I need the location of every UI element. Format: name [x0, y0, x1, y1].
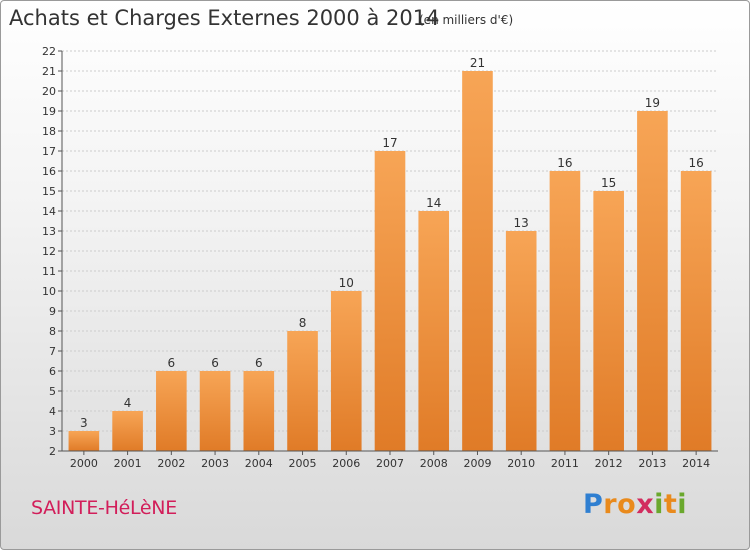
y-tick-label: 21	[42, 65, 56, 78]
x-tick-label: 2003	[201, 457, 229, 470]
x-tick-label: 2009	[463, 457, 491, 470]
data-label: 10	[339, 276, 354, 290]
y-tick-label: 18	[42, 125, 56, 138]
data-label: 21	[470, 56, 485, 70]
data-label: 8	[299, 316, 307, 330]
chart-title: Achats et Charges Externes 2000 à 2014	[9, 6, 440, 30]
bar	[287, 331, 318, 451]
data-label: 6	[255, 356, 263, 370]
x-tick-label: 2010	[507, 457, 535, 470]
logo-letter: i	[654, 489, 664, 520]
y-tick-label: 6	[49, 365, 56, 378]
bars: 3 4 6 6 6 8 10 17 14 21 13 16 15 19 16	[68, 56, 712, 451]
y-tick-label: 10	[42, 285, 56, 298]
y-tick-label: 19	[42, 105, 56, 118]
logo-letter: i	[677, 489, 688, 520]
y-tick-label: 12	[42, 245, 56, 258]
data-label: 13	[514, 216, 529, 230]
y-tick-label: 3	[49, 425, 56, 438]
data-label: 16	[688, 156, 703, 170]
axes: 2 3 4 5 6 7 8 9 10 11 12 13 14 15 16 17 18 19 20 21 22 2000 20…	[42, 45, 718, 470]
logo-letter: t	[663, 489, 678, 520]
bar	[243, 371, 275, 451]
logo-letter: P	[583, 489, 604, 520]
bar	[156, 371, 187, 451]
y-tick-label: 4	[49, 405, 56, 418]
x-tick-label: 2011	[551, 457, 579, 470]
x-tick-label: 2006	[332, 457, 360, 470]
x-tick-label: 2014	[682, 457, 710, 470]
bar	[680, 171, 712, 451]
bar	[199, 371, 231, 451]
x-tick-label: 2007	[376, 457, 404, 470]
y-tick-label: 7	[49, 345, 56, 358]
proxiti-logo: Proxiti	[583, 489, 687, 520]
x-tick-label: 2013	[638, 457, 666, 470]
y-tick-label: 5	[49, 385, 56, 398]
logo-letter: x	[636, 489, 655, 520]
bar	[593, 191, 624, 451]
data-label: 15	[601, 176, 616, 190]
bar	[549, 171, 581, 451]
bar	[330, 291, 362, 451]
data-label: 14	[426, 196, 441, 210]
y-tick-label: 14	[42, 205, 56, 218]
data-label: 4	[124, 396, 132, 410]
data-label: 3	[80, 416, 88, 430]
y-tick-label: 15	[42, 185, 56, 198]
bar	[505, 231, 537, 451]
bar	[462, 71, 493, 451]
logo-letter: o	[617, 489, 637, 520]
logo-letter: r	[603, 489, 618, 520]
data-label: 6	[168, 356, 176, 370]
y-tick-label: 9	[49, 305, 56, 318]
bar	[112, 411, 143, 451]
y-tick-label: 2	[49, 445, 56, 458]
x-tick-label: 2002	[157, 457, 185, 470]
data-label: 6	[211, 356, 219, 370]
x-tick-label: 2012	[595, 457, 623, 470]
y-tick-label: 22	[42, 45, 56, 58]
y-tick-label: 8	[49, 325, 56, 338]
x-tick-label: 2000	[70, 457, 98, 470]
y-tick-label: 16	[42, 165, 56, 178]
x-tick-label: 2005	[289, 457, 317, 470]
y-tick-label: 11	[42, 265, 56, 278]
x-tick-label: 2001	[114, 457, 142, 470]
data-label: 19	[645, 96, 660, 110]
data-label: 16	[557, 156, 572, 170]
x-tick-label: 2008	[420, 457, 448, 470]
bar	[637, 111, 668, 451]
location-name: SAINTE-HéLèNE	[31, 497, 177, 519]
x-tick-label: 2004	[245, 457, 273, 470]
y-tick-label: 17	[42, 145, 56, 158]
bar	[374, 151, 406, 451]
bar	[68, 431, 100, 451]
bar	[418, 211, 450, 451]
y-tick-label: 13	[42, 225, 56, 238]
data-label: 17	[382, 136, 397, 150]
chart-subtitle: (en milliers d'€)	[419, 13, 514, 27]
y-tick-label: 20	[42, 85, 56, 98]
